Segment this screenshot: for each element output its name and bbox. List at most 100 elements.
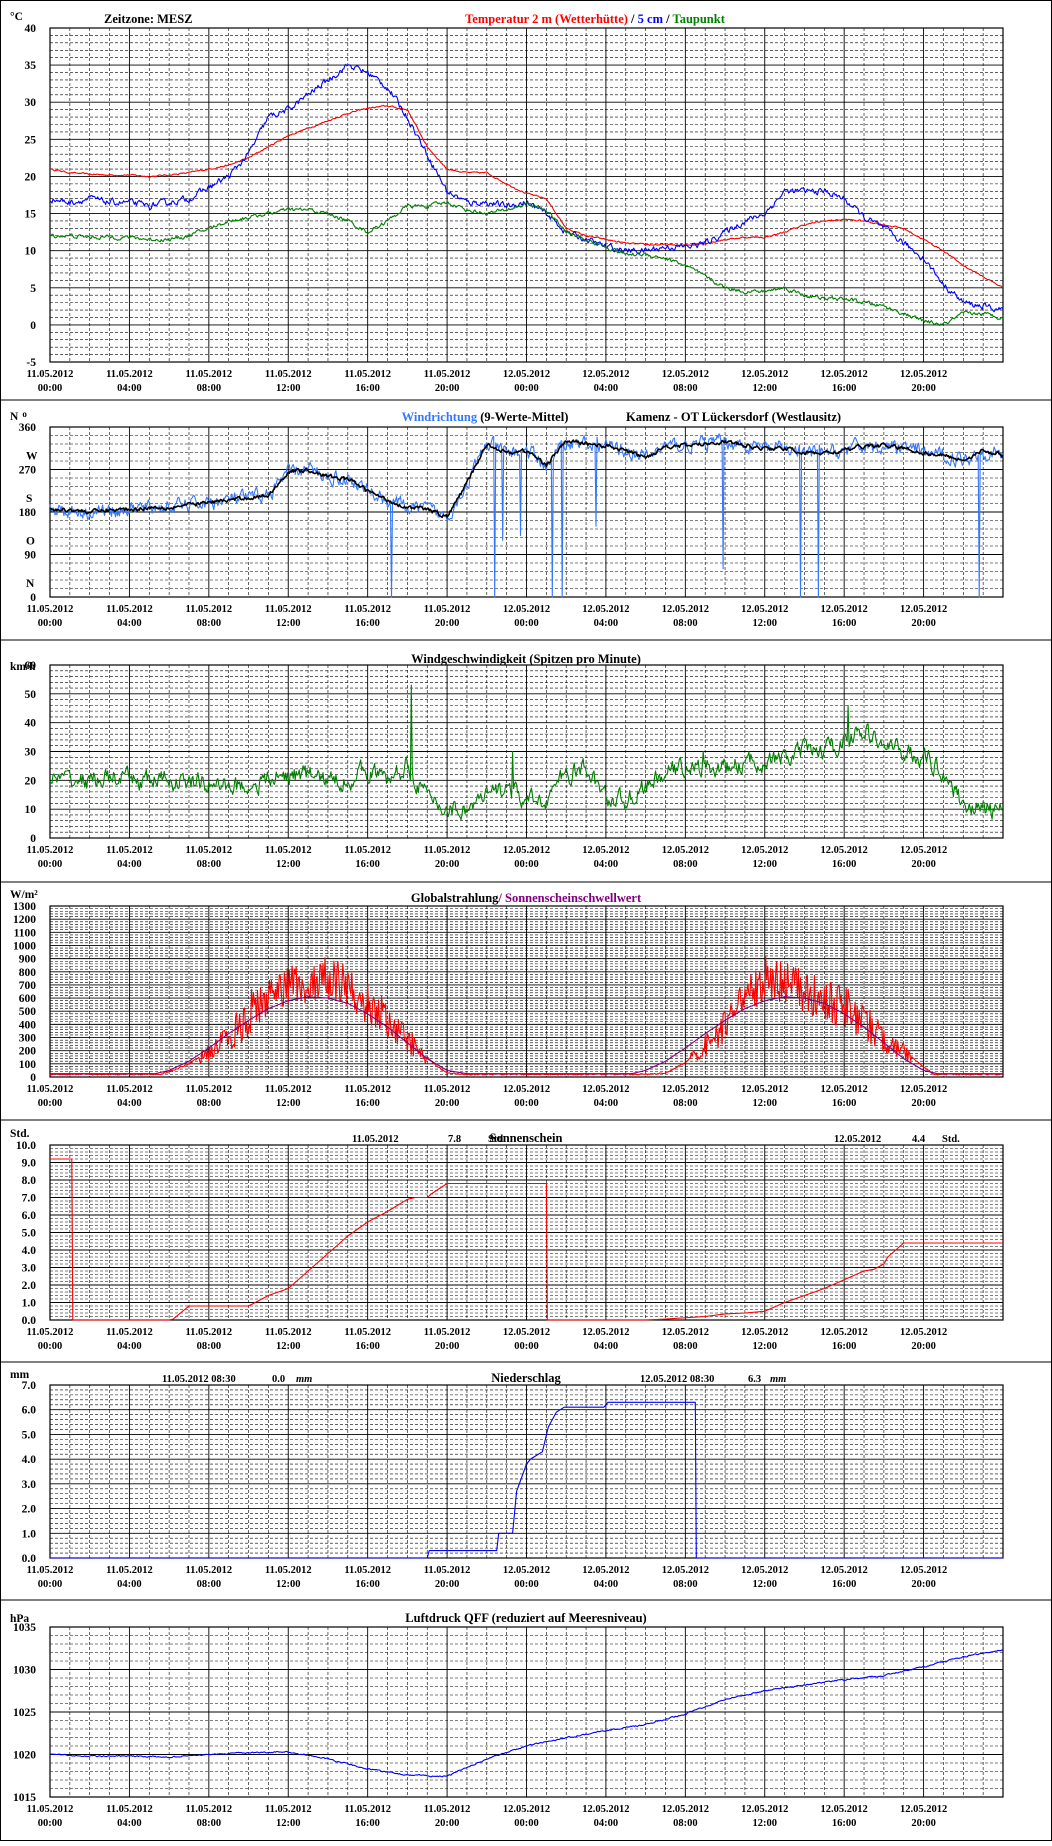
annotation-unit: Std. [488,1134,506,1145]
x-tick-date: 11.05.2012 [424,1327,471,1338]
timezone-label: Zeitzone: MESZ [104,12,193,26]
x-tick-date: 11.05.2012 [344,1565,391,1576]
x-tick-date: 12.05.2012 [821,1327,868,1338]
x-tick-date: 11.05.2012 [185,845,232,856]
y-tick-label: 1030 [13,1665,36,1677]
x-tick-date: 12.05.2012 [821,1565,868,1576]
x-tick-time: 08:00 [197,383,222,394]
x-tick-time: 12:00 [753,1579,778,1590]
x-tick-time: 04:00 [117,1341,142,1352]
y-tick-label: 10 [25,804,37,816]
x-tick-date: 12.05.2012 [662,1327,709,1338]
y-tick-label: 1200 [13,914,36,926]
x-tick-time: 00:00 [514,383,539,394]
y-tick-label: 60 [25,660,37,672]
x-tick-time: 12:00 [753,859,778,870]
x-tick-date: 11.05.2012 [27,845,74,856]
x-tick-date: 12.05.2012 [582,1327,629,1338]
x-tick-time: 20:00 [435,1098,460,1109]
x-tick-time: 20:00 [911,859,936,870]
y-tick-label: 200 [19,1046,37,1058]
x-tick-date: 12.05.2012 [662,1804,709,1815]
series-line-temperature-0 [49,104,1004,289]
y-tick-label: 50 [25,689,37,701]
y-tick-label: 0.0 [22,1315,37,1327]
plot-frame [49,1144,1004,1321]
compass-label: W [26,451,38,463]
x-tick-time: 08:00 [673,859,698,870]
y-tick-label: 360 [19,422,37,434]
y-tick-label: 1100 [14,927,37,939]
chart-title: Globalstrahlung/ Sonnenscheinschwellwert [411,891,642,905]
x-tick-date: 11.05.2012 [424,604,471,615]
x-tick-time: 16:00 [832,1818,857,1829]
x-tick-date: 12.05.2012 [900,845,947,856]
x-tick-time: 00:00 [514,1341,539,1352]
x-tick-date: 12.05.2012 [582,369,629,380]
chart-title: Niederschlag [491,1371,561,1385]
y-tick-label: 6.0 [22,1210,37,1222]
x-tick-time: 04:00 [117,1098,142,1109]
y-tick-label: 1.0 [22,1528,37,1540]
x-tick-date: 11.05.2012 [344,845,391,856]
unit-label: mm [10,1369,30,1381]
x-tick-time: 20:00 [911,1341,936,1352]
x-tick-time: 04:00 [594,1579,619,1590]
x-tick-date: 11.05.2012 [27,1804,74,1815]
x-tick-time: 00:00 [38,1579,63,1590]
x-tick-date: 12.05.2012 [503,1327,550,1338]
y-tick-label: 100 [19,1059,37,1071]
y-tick-label: 5.0 [22,1228,37,1240]
plot-frame [49,664,1004,839]
x-tick-time: 12:00 [753,618,778,629]
x-tick-time: 12:00 [276,383,301,394]
x-tick-time: 16:00 [355,1341,380,1352]
y-tick-label: 10 [25,246,37,258]
y-tick-label: 400 [19,1019,37,1031]
x-tick-time: 20:00 [435,859,460,870]
series-line-windspeed-0 [49,684,1004,821]
unit-label: Std. [10,1128,30,1140]
x-tick-date: 12.05.2012 [741,1327,788,1338]
y-tick-label: 10.0 [16,1140,36,1152]
x-tick-date: 11.05.2012 [424,1804,471,1815]
x-tick-date: 11.05.2012 [344,369,391,380]
chart-title: Luftdruck QFF (reduziert auf Meeresnivea… [405,1611,646,1625]
y-tick-label: 1025 [13,1707,36,1719]
y-tick-label: 15 [25,209,37,221]
x-tick-date: 11.05.2012 [424,369,471,380]
y-tick-label: 600 [19,993,37,1005]
x-tick-date: 11.05.2012 [185,1804,232,1815]
annotation-value: 7.8 [448,1134,461,1145]
compass-label: O [26,536,35,548]
y-tick-label: 40 [25,23,37,35]
x-tick-date: 12.05.2012 [582,845,629,856]
x-tick-time: 04:00 [594,1818,619,1829]
x-tick-time: 12:00 [753,1341,778,1352]
x-tick-date: 11.05.2012 [265,1327,312,1338]
y-tick-label: 6.0 [22,1405,37,1417]
y-tick-label: 4.0 [22,1454,37,1466]
panel-winddir: 0 90 180 270 360 N O S W N o Windrichtung (9-Werte-… [0,409,1052,641]
x-tick-date: 12.05.2012 [503,1565,550,1576]
y-tick-label: 5 [30,283,36,295]
x-tick-date: 11.05.2012 [106,1084,153,1095]
annotation-date: 11.05.2012 08:30 [162,1374,236,1385]
y-tick-label: 0 [30,833,36,845]
x-tick-date: 11.05.2012 [265,369,312,380]
x-tick-date: 11.05.2012 [424,1084,471,1095]
x-tick-time: 16:00 [832,1341,857,1352]
y-tick-label: 9.0 [22,1158,37,1170]
x-tick-time: 04:00 [117,1818,142,1829]
x-tick-date: 11.05.2012 [27,1327,74,1338]
annotation-unit: mm [770,1374,786,1385]
y-tick-label: -5 [26,357,36,369]
y-tick-label: 0 [30,592,36,604]
annotation-value: 6.3 [748,1374,761,1385]
x-tick-date: 11.05.2012 [265,1084,312,1095]
x-tick-time: 04:00 [594,859,619,870]
